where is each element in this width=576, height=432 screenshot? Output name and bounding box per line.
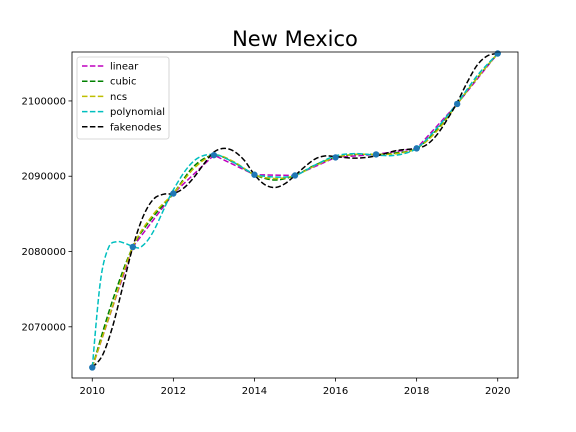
y-tick-label: 2070000 — [21, 322, 66, 333]
data-point — [372, 151, 380, 158]
data-point — [170, 190, 177, 197]
y-tick-label: 2080000 — [21, 247, 66, 258]
y-tick-label: 2100000 — [21, 96, 66, 107]
legend-label-fakenodes: fakenodes — [110, 122, 161, 133]
x-tick-label: 2014 — [242, 386, 267, 397]
x-tick-label: 2010 — [80, 386, 105, 397]
legend: linear cubic ncs polynomial fakenodes — [76, 56, 170, 140]
legend-label-polynomial: polynomial — [110, 107, 165, 118]
x-tick-label: 2016 — [323, 386, 348, 397]
series-line-cubic — [91, 53, 499, 368]
data-point — [89, 364, 96, 371]
x-tick-label: 2018 — [404, 386, 429, 397]
plot-frame — [71, 51, 519, 379]
data-point — [413, 145, 420, 152]
series-line-fakenodes — [91, 52, 498, 368]
data-point — [251, 171, 258, 178]
series-line-ncs — [91, 53, 499, 368]
chart-title: New Mexico — [232, 27, 358, 51]
data-point — [494, 50, 501, 57]
legend-box — [76, 56, 170, 140]
data-point — [210, 151, 218, 159]
legend-label-cubic: cubic — [110, 77, 136, 88]
x-tick-label: 2020 — [485, 386, 510, 397]
y-tick-label: 2090000 — [21, 172, 66, 183]
y-axis: 2070000 2080000 2090000 2100000 — [21, 96, 72, 333]
data-point — [332, 154, 339, 161]
data-point — [129, 243, 137, 251]
x-axis: 2010 2012 2014 2016 2018 2020 — [80, 378, 510, 397]
data-point — [291, 172, 299, 179]
points-layer — [89, 50, 501, 371]
data-point — [453, 100, 461, 108]
legend-label-linear: linear — [110, 62, 139, 73]
x-tick-label: 2012 — [161, 386, 186, 397]
legend-label-ncs: ncs — [110, 92, 127, 103]
